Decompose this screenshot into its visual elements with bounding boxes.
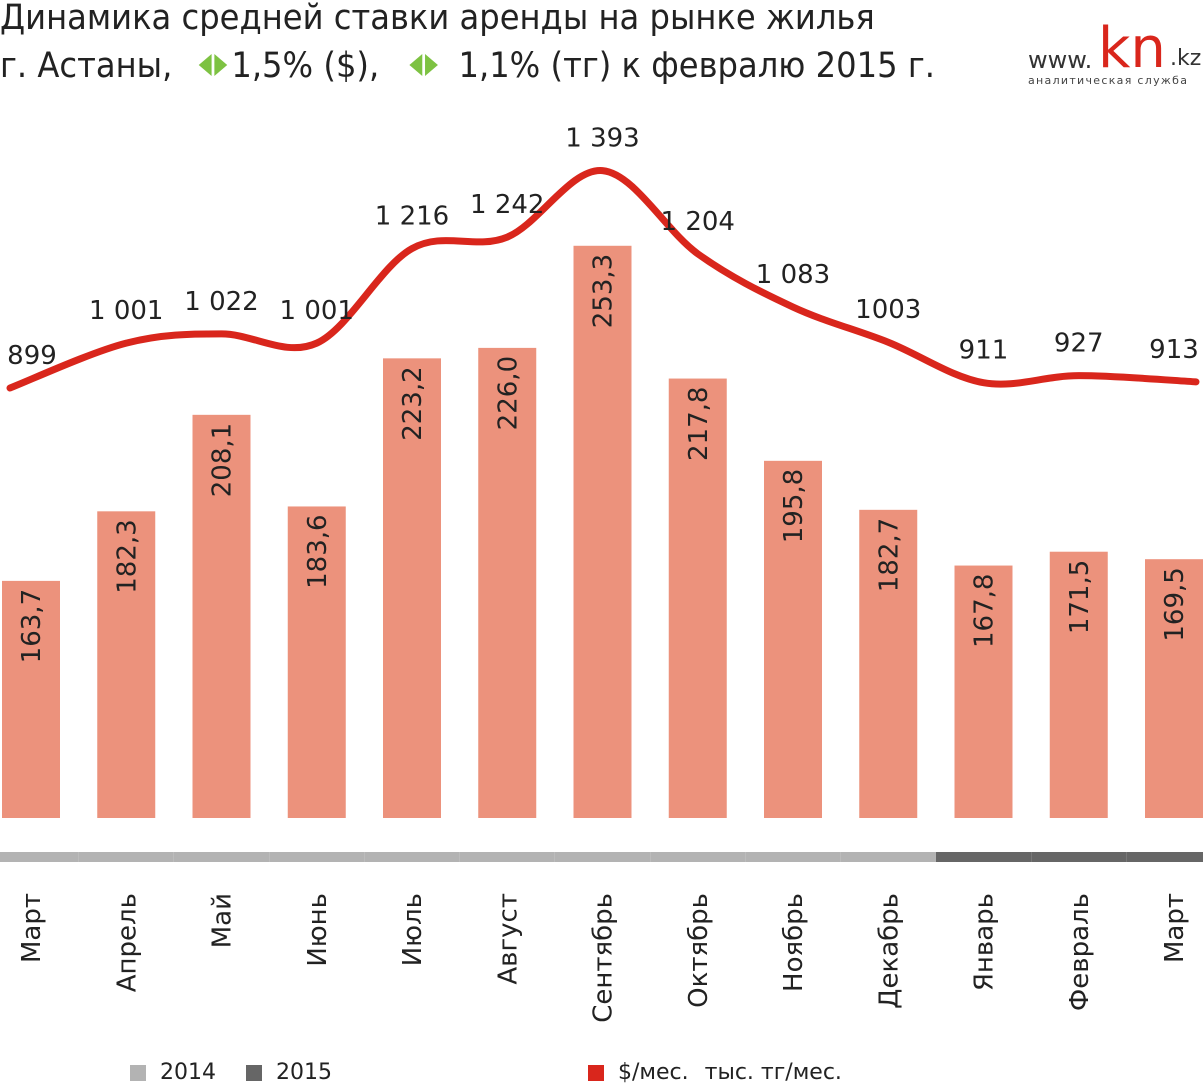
legend-label-line: $/мес. bbox=[618, 1060, 689, 1085]
kn-logo: www. kn .kz аналитическая служба bbox=[1028, 16, 1202, 92]
legend-2015: 2015 bbox=[246, 1060, 332, 1085]
bar bbox=[287, 506, 346, 818]
logo-kz: .kz bbox=[1170, 46, 1202, 71]
year-band-segment bbox=[1126, 852, 1203, 862]
bar-value-label: 223,2 bbox=[398, 366, 428, 440]
x-tick-label: Февраль bbox=[1065, 893, 1095, 1011]
x-tick-label: Ноябрь bbox=[779, 893, 809, 992]
x-tick-label: Сентябрь bbox=[589, 893, 619, 1023]
logo-subtitle: аналитическая служба bbox=[1028, 74, 1189, 87]
bar bbox=[97, 511, 156, 818]
x-tick-label: Август bbox=[493, 893, 523, 985]
bar bbox=[668, 378, 727, 818]
logo-kn: kn bbox=[1098, 16, 1166, 81]
year-band-segment bbox=[554, 852, 651, 862]
x-tick-label: Апрель bbox=[112, 893, 142, 992]
legend-label-bar: тыс. тг/мес. bbox=[704, 1060, 842, 1085]
year-band-segment bbox=[173, 852, 270, 862]
year-band-segment bbox=[78, 852, 174, 862]
x-tick-label: Октябрь bbox=[684, 893, 714, 1008]
line-value-label: 1 022 bbox=[184, 287, 258, 317]
usd-line bbox=[6, 167, 1200, 392]
x-tick-label: Июнь bbox=[303, 893, 333, 967]
bar bbox=[764, 460, 822, 818]
x-tick-label: Декабрь bbox=[874, 893, 904, 1009]
x-tick-label: Март bbox=[1160, 893, 1190, 963]
change-usd: 1,5% ($), bbox=[231, 46, 380, 86]
line-value-label: 1 393 bbox=[565, 124, 639, 154]
bar-value-label: 183,6 bbox=[303, 514, 333, 588]
bar-value-label: 253,3 bbox=[589, 254, 619, 328]
line-value-label: 913 bbox=[1149, 335, 1199, 365]
line-value-label: 1003 bbox=[855, 295, 921, 325]
line-value-label: 927 bbox=[1054, 329, 1104, 359]
x-tick-label: Март bbox=[17, 893, 47, 963]
change-kzt: 1,1% (тг) к февралю 2015 г. bbox=[458, 46, 935, 86]
line-value-label: 1 083 bbox=[756, 260, 830, 290]
year-band-segment bbox=[840, 852, 936, 862]
title-city: г. Астаны, bbox=[0, 46, 173, 86]
bar-value-label: 167,8 bbox=[970, 574, 1000, 648]
arrow-right-icon bbox=[214, 54, 228, 76]
line-value-label: 1 204 bbox=[661, 207, 735, 237]
year-band-segment bbox=[459, 852, 555, 862]
x-tick-label: Январь bbox=[970, 893, 1000, 991]
bar bbox=[859, 509, 918, 818]
legend-swatch-2014 bbox=[130, 1064, 146, 1081]
bar-value-label: 169,5 bbox=[1160, 567, 1190, 641]
legend-2014: 2014 bbox=[130, 1060, 216, 1085]
bar-value-label: 208,1 bbox=[208, 423, 238, 497]
bar-value-label: 171,5 bbox=[1065, 560, 1095, 634]
year-band-segment bbox=[745, 852, 841, 862]
bar bbox=[478, 347, 537, 818]
bar bbox=[573, 245, 632, 818]
arrow-left-icon bbox=[409, 54, 423, 76]
bar-value-label: 217,8 bbox=[684, 387, 714, 461]
bar bbox=[1049, 551, 1108, 818]
legend-label-2014: 2014 bbox=[160, 1060, 216, 1085]
legend-swatch-line bbox=[588, 1064, 604, 1081]
line-value-label: 1 242 bbox=[470, 190, 544, 220]
bar bbox=[383, 358, 441, 818]
year-band-segment bbox=[269, 852, 365, 862]
arrow-right-icon bbox=[425, 54, 439, 76]
year-band-segment bbox=[364, 852, 460, 862]
bar bbox=[1145, 559, 1203, 818]
arrow-left-icon bbox=[199, 54, 213, 76]
logo-www: www. bbox=[1028, 46, 1093, 74]
bar-value-label: 226,0 bbox=[493, 356, 523, 430]
line-value-label: 1 001 bbox=[89, 296, 163, 326]
year-band-segment bbox=[0, 852, 79, 862]
bar-value-label: 195,8 bbox=[779, 469, 809, 543]
year-band-segment bbox=[935, 852, 1032, 862]
bar bbox=[954, 565, 1013, 818]
line-value-label: 1 216 bbox=[375, 202, 449, 232]
chart-title-line1: Динамика средней ставки аренды на рынке … bbox=[0, 0, 875, 38]
x-tick-label: Июль bbox=[398, 893, 428, 966]
legend-series: $/мес. тыс. тг/мес. bbox=[588, 1060, 842, 1085]
bar bbox=[2, 580, 60, 818]
legend-label-2015: 2015 bbox=[276, 1060, 332, 1085]
bar-value-label: 182,7 bbox=[874, 518, 904, 592]
year-band-segment bbox=[1031, 852, 1127, 862]
legend-swatch-2015 bbox=[246, 1064, 262, 1081]
bar bbox=[192, 414, 251, 818]
bar-value-label: 163,7 bbox=[17, 589, 47, 663]
line-value-label: 1 001 bbox=[280, 296, 354, 326]
line-value-label: 911 bbox=[959, 336, 1009, 366]
year-band-segment bbox=[650, 852, 746, 862]
x-tick-label: Май bbox=[208, 893, 238, 948]
chart-title-line2: г. Астаны, 1,5% ($), 1,1% (тг) к февралю… bbox=[0, 46, 935, 86]
line-value-label: 899 bbox=[7, 341, 57, 371]
bar-value-label: 182,3 bbox=[112, 519, 142, 593]
